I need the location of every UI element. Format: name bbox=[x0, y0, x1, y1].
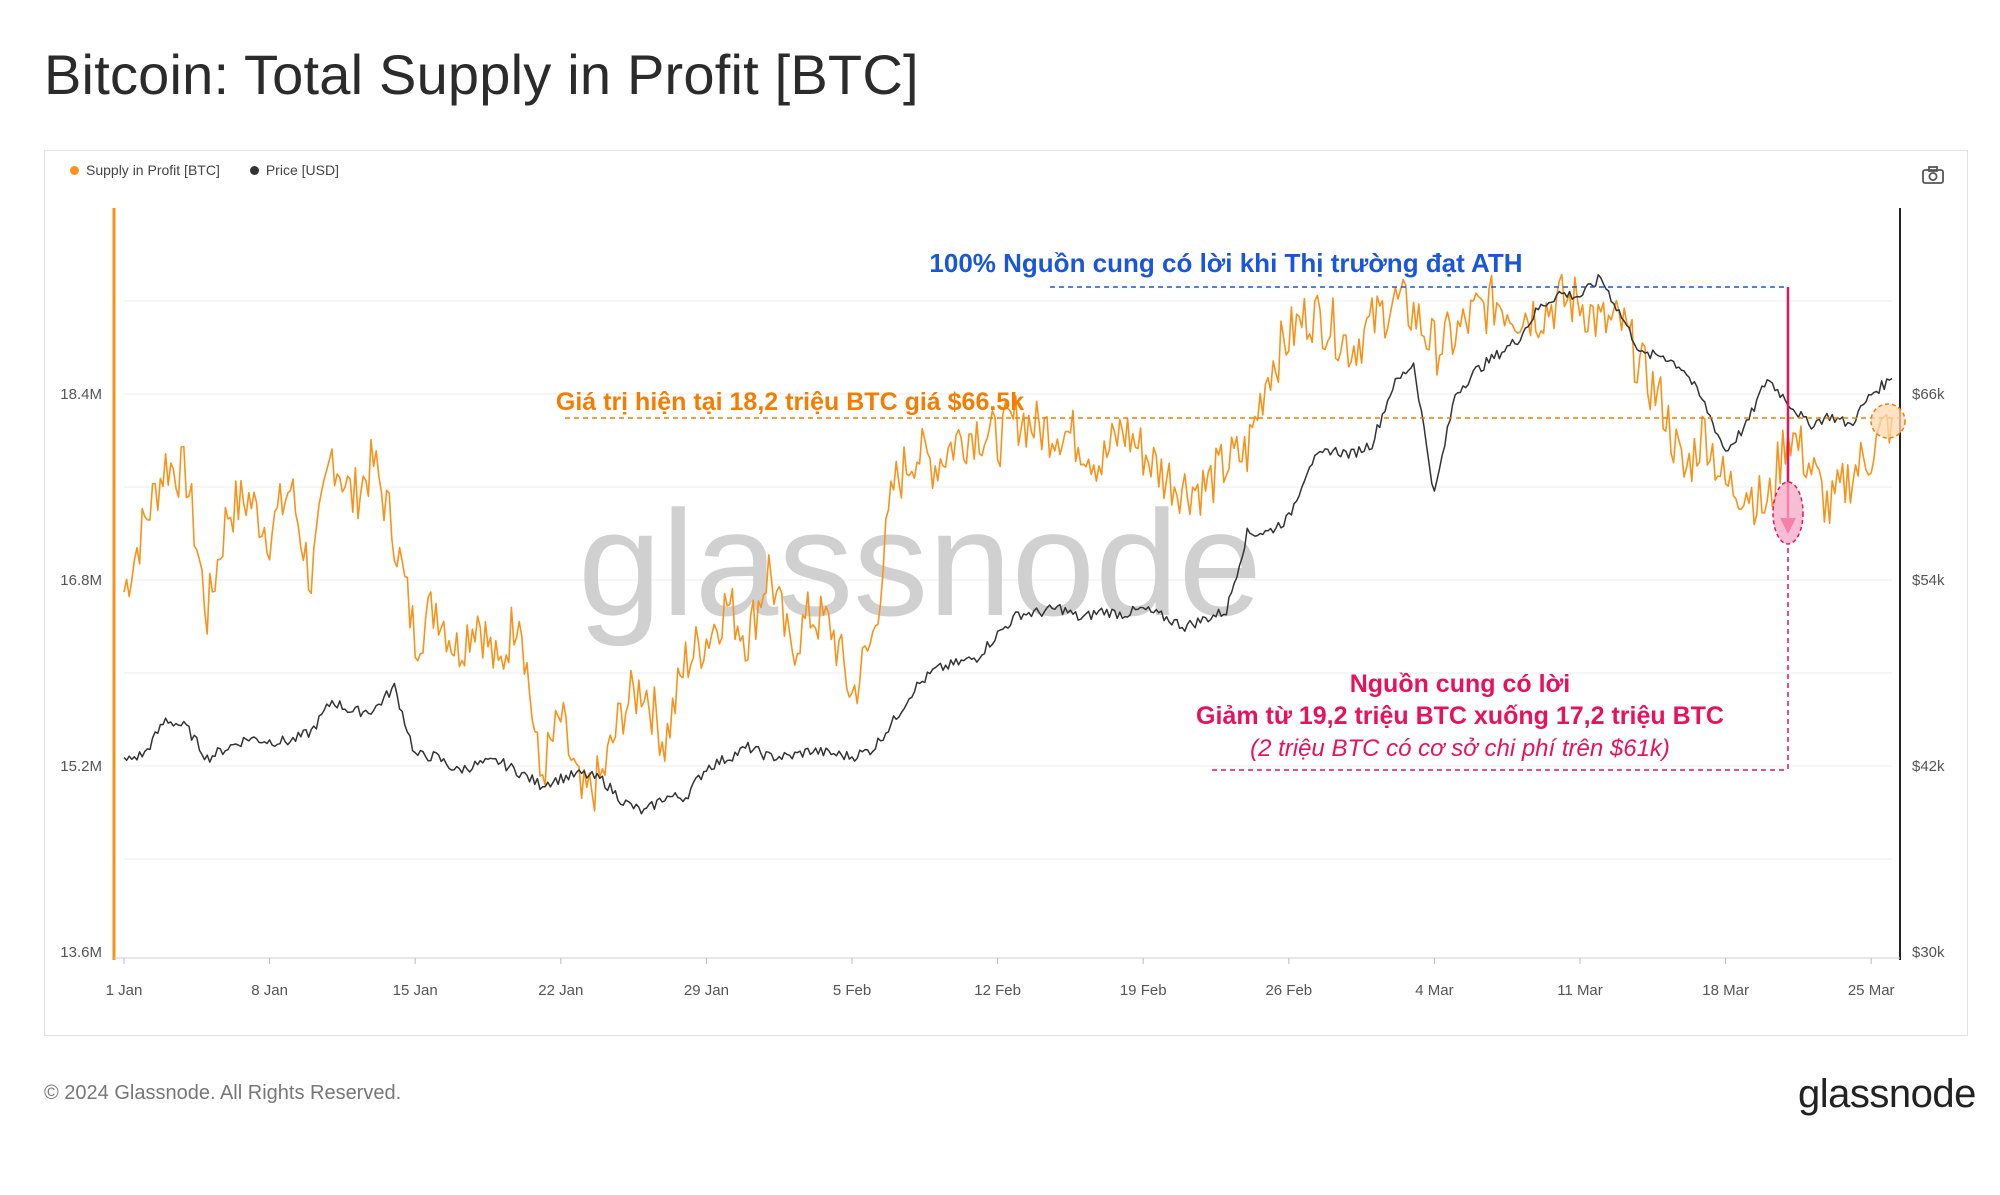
y-right-tick-label: $30k bbox=[1912, 944, 1945, 961]
x-tick-label: 25 Mar bbox=[1848, 982, 1895, 999]
legend-label-supply: Supply in Profit [BTC] bbox=[86, 162, 220, 178]
footer-logo: glassnode bbox=[1798, 1072, 1976, 1116]
y-right-tick-label: $66k bbox=[1912, 386, 1945, 403]
legend-item-supply[interactable]: Supply in Profit [BTC] bbox=[70, 162, 220, 178]
grid-lines bbox=[124, 300, 1892, 860]
y-left-tick-label: 18.4M bbox=[60, 386, 102, 403]
x-tick-label: 15 Jan bbox=[393, 982, 438, 999]
annotation-drop-title: Nguồn cung có lời bbox=[1350, 670, 1571, 698]
x-tick-label: 12 Feb bbox=[974, 982, 1021, 999]
series-line-price bbox=[123, 274, 1893, 815]
x-tick-label: 11 Mar bbox=[1557, 982, 1603, 999]
y-left-tick-label: 15.2M bbox=[60, 758, 102, 775]
x-tick-label: 5 Feb bbox=[833, 982, 871, 999]
annotation-drop-detail: Giảm từ 19,2 triệu BTC xuống 17,2 triệu … bbox=[1196, 702, 1724, 730]
y-axis-left: 18.4M 16.8M 15.2M 13.6M bbox=[60, 386, 102, 961]
x-tick-label: 18 Mar bbox=[1702, 982, 1749, 999]
x-tick-label: 26 Feb bbox=[1265, 982, 1312, 999]
series-group bbox=[123, 273, 1893, 815]
legend-dot-supply bbox=[70, 165, 79, 175]
chart-legend: Supply in Profit [BTC] Price [USD] bbox=[70, 162, 339, 178]
legend-item-price[interactable]: Price [USD] bbox=[249, 162, 339, 178]
chart-frame bbox=[44, 150, 1968, 1036]
x-tick-label: 1 Jan bbox=[106, 982, 143, 999]
x-tick-label: 22 Jan bbox=[538, 982, 583, 999]
drop-highlight bbox=[1772, 481, 1804, 545]
y-left-tick-label: 16.8M bbox=[60, 572, 102, 589]
current-highlight bbox=[1870, 403, 1906, 439]
annotation-drop-note: (2 triệu BTC có cơ sở chi phí trên $61k) bbox=[1250, 735, 1670, 762]
legend-dot-price bbox=[249, 165, 259, 175]
footer-copyright: © 2024 Glassnode. All Rights Reserved. bbox=[44, 1082, 402, 1104]
annotation-ath: 100% Nguồn cung có lời khi Thị trường đạ… bbox=[929, 248, 1522, 278]
series-line-supply-in-profit bbox=[123, 273, 1893, 812]
legend-label-price: Price [USD] bbox=[265, 162, 339, 178]
x-tick-label: 29 Jan bbox=[684, 982, 729, 999]
x-axis: 1 Jan 8 Jan 15 Jan 22 Jan 29 Jan 5 Feb 12 Feb 1… bbox=[106, 958, 1895, 999]
watermark: glassnode bbox=[578, 479, 1262, 647]
annotation-current: Giá trị hiện tại 18,2 triệu BTC giá $66.… bbox=[556, 388, 1024, 416]
y-left-tick-label: 13.6M bbox=[60, 944, 102, 961]
page-title: Bitcoin: Total Supply in Profit [BTC] bbox=[44, 43, 919, 106]
x-tick-label: 8 Jan bbox=[251, 982, 288, 999]
camera-icon[interactable] bbox=[1922, 166, 1944, 184]
y-axis-right: $66k $54k $42k $30k bbox=[1912, 386, 1945, 961]
x-tick-label: 4 Mar bbox=[1415, 982, 1453, 999]
y-right-tick-label: $42k bbox=[1912, 758, 1945, 775]
y-right-tick-label: $54k bbox=[1912, 572, 1945, 589]
x-tick-label: 19 Feb bbox=[1120, 982, 1167, 999]
